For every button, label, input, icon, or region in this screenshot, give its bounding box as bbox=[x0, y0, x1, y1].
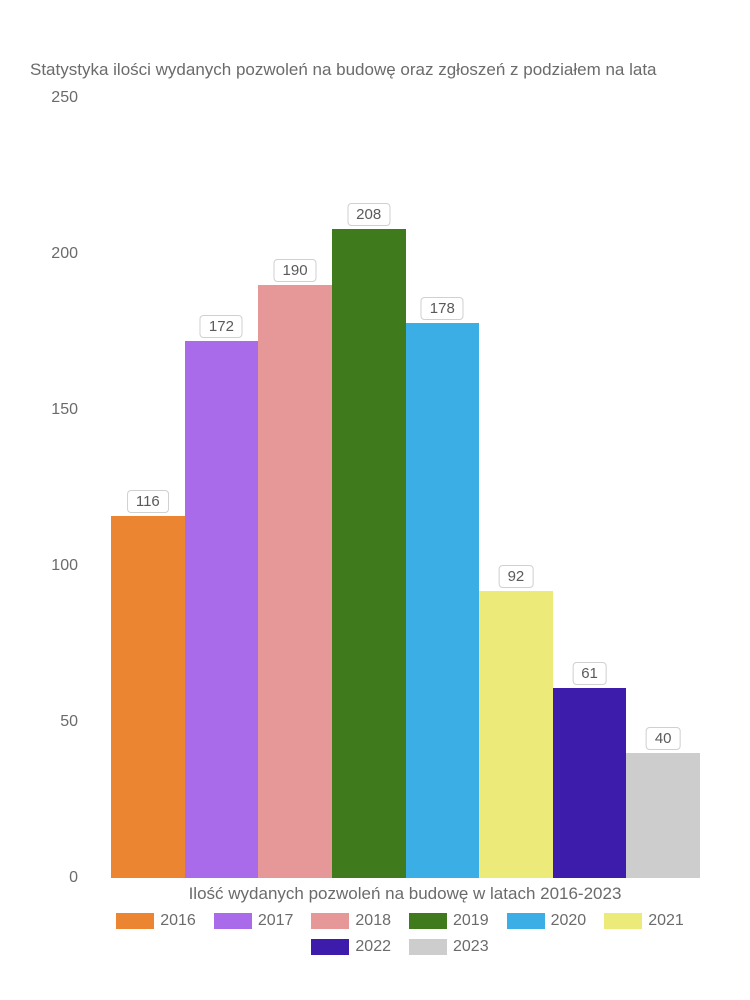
bar-slot: 172 bbox=[185, 98, 259, 878]
bar-value-label: 61 bbox=[572, 662, 607, 685]
chart-container: Statystyka ilości wydanych pozwoleń na b… bbox=[0, 0, 750, 1000]
legend-label: 2021 bbox=[648, 912, 684, 930]
bar-value-label: 172 bbox=[200, 315, 243, 338]
bar-2016: 116 bbox=[111, 516, 185, 878]
bar-2022: 61 bbox=[553, 688, 627, 878]
legend-swatch bbox=[507, 913, 545, 929]
legend-swatch bbox=[409, 939, 447, 955]
bar-slot: 208 bbox=[332, 98, 406, 878]
bar-slot: 40 bbox=[626, 98, 700, 878]
bar-2021: 92 bbox=[479, 591, 553, 878]
bar-value-label: 40 bbox=[646, 727, 681, 750]
legend-swatch bbox=[214, 913, 252, 929]
legend-item-2019: 2019 bbox=[409, 912, 499, 930]
legend-item-2021: 2021 bbox=[604, 912, 694, 930]
legend-item-2023: 2023 bbox=[409, 938, 499, 956]
legend-label: 2017 bbox=[258, 912, 294, 930]
bars-group: 116172190208178926140 bbox=[91, 98, 720, 878]
legend: 2016 2017 2018 2019 2020 2021 2022 2023 bbox=[30, 912, 720, 956]
bar-2018: 190 bbox=[258, 285, 332, 878]
legend-label: 2020 bbox=[551, 912, 587, 930]
bar-slot: 178 bbox=[406, 98, 480, 878]
legend-label: 2022 bbox=[355, 938, 391, 956]
legend-item-2016: 2016 bbox=[116, 912, 206, 930]
bar-value-label: 190 bbox=[274, 259, 317, 282]
legend-swatch bbox=[311, 913, 349, 929]
bar-value-label: 178 bbox=[421, 297, 464, 320]
legend-item-2022: 2022 bbox=[311, 938, 401, 956]
y-tick-label: 250 bbox=[51, 89, 78, 107]
y-tick-label: 50 bbox=[60, 713, 78, 731]
legend-swatch bbox=[409, 913, 447, 929]
bar-2017: 172 bbox=[185, 341, 259, 878]
legend-label: 2023 bbox=[453, 938, 489, 956]
bar-2023: 40 bbox=[626, 753, 700, 878]
bar-2019: 208 bbox=[332, 229, 406, 878]
legend-swatch bbox=[116, 913, 154, 929]
y-tick-label: 200 bbox=[51, 245, 78, 263]
bar-slot: 92 bbox=[479, 98, 553, 878]
legend-item-2020: 2020 bbox=[507, 912, 597, 930]
bar-slot: 190 bbox=[258, 98, 332, 878]
x-axis-label: Ilość wydanych pozwoleń na budowę w lata… bbox=[30, 884, 720, 904]
y-tick-label: 150 bbox=[51, 401, 78, 419]
bar-slot: 61 bbox=[553, 98, 627, 878]
bar-value-label: 116 bbox=[127, 490, 169, 513]
bar-value-label: 92 bbox=[499, 565, 534, 588]
y-tick-label: 100 bbox=[51, 557, 78, 575]
legend-label: 2018 bbox=[355, 912, 391, 930]
legend-swatch bbox=[311, 939, 349, 955]
legend-label: 2019 bbox=[453, 912, 489, 930]
plot-area: 116172190208178926140 bbox=[90, 98, 720, 878]
chart-title: Statystyka ilości wydanych pozwoleń na b… bbox=[30, 60, 720, 80]
y-axis: 050100150200250 bbox=[30, 98, 90, 878]
legend-item-2017: 2017 bbox=[214, 912, 304, 930]
chart-area: 050100150200250 116172190208178926140 bbox=[30, 98, 720, 878]
legend-item-2018: 2018 bbox=[311, 912, 401, 930]
legend-swatch bbox=[604, 913, 642, 929]
bar-2020: 178 bbox=[406, 323, 480, 878]
y-tick-label: 0 bbox=[69, 869, 78, 887]
bar-value-label: 208 bbox=[347, 203, 390, 226]
legend-label: 2016 bbox=[160, 912, 196, 930]
bar-slot: 116 bbox=[111, 98, 185, 878]
